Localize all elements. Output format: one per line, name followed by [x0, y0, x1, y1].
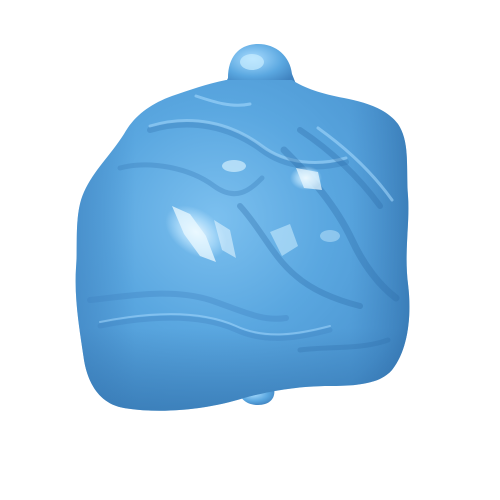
main-body — [75, 80, 410, 411]
specular-highlights — [165, 160, 340, 262]
surface-ridges — [87, 94, 400, 353]
top-knob — [224, 44, 296, 86]
